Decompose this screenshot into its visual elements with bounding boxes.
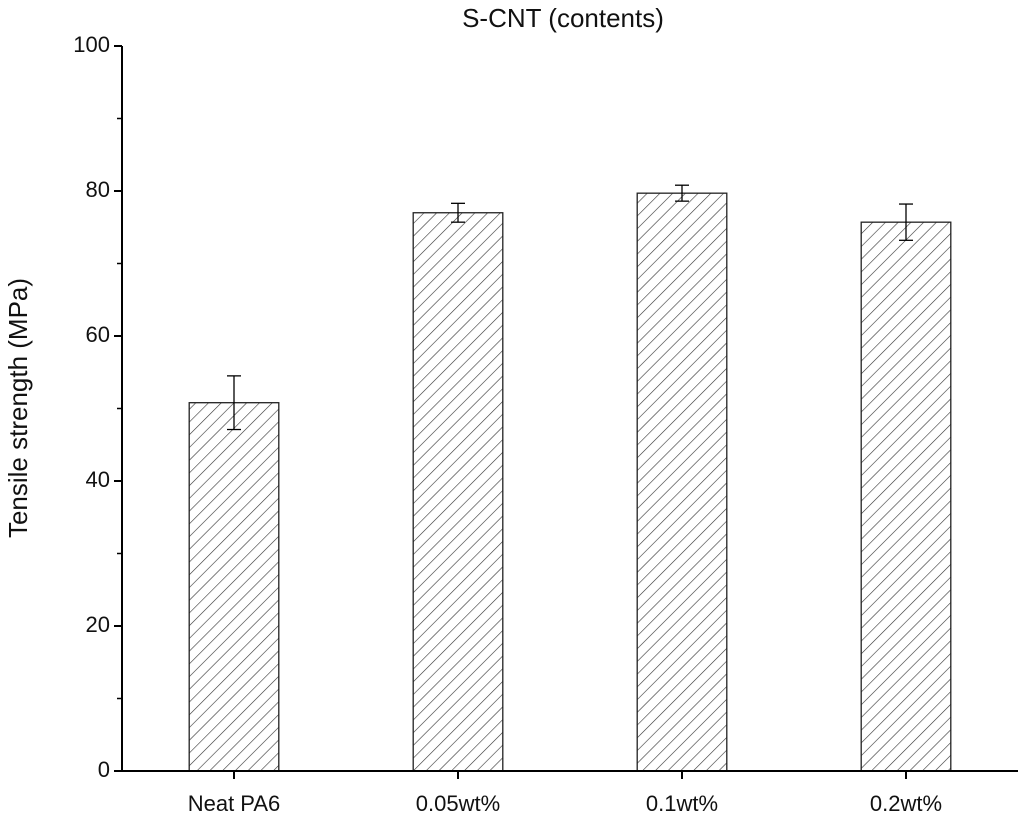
bar-hatch bbox=[860, 221, 952, 772]
y-tick-label: 80 bbox=[86, 177, 110, 202]
x-tick-label: 0.1wt% bbox=[646, 791, 718, 816]
y-tick-label: 60 bbox=[86, 322, 110, 347]
bar-hatch bbox=[636, 192, 728, 772]
x-tick-label: Neat PA6 bbox=[188, 791, 281, 816]
x-tick-label: 0.2wt% bbox=[870, 791, 942, 816]
y-tick-label: 0 bbox=[98, 757, 110, 782]
y-tick-label: 100 bbox=[73, 32, 110, 57]
x-tick-label: 0.05wt% bbox=[416, 791, 500, 816]
y-axis-label: Tensile strength (MPa) bbox=[3, 278, 33, 538]
y-tick-label: 40 bbox=[86, 467, 110, 492]
bar-hatch bbox=[188, 402, 280, 772]
chart-title: S-CNT (contents) bbox=[462, 3, 664, 33]
y-tick-label: 20 bbox=[86, 612, 110, 637]
bar-hatch bbox=[412, 212, 504, 772]
